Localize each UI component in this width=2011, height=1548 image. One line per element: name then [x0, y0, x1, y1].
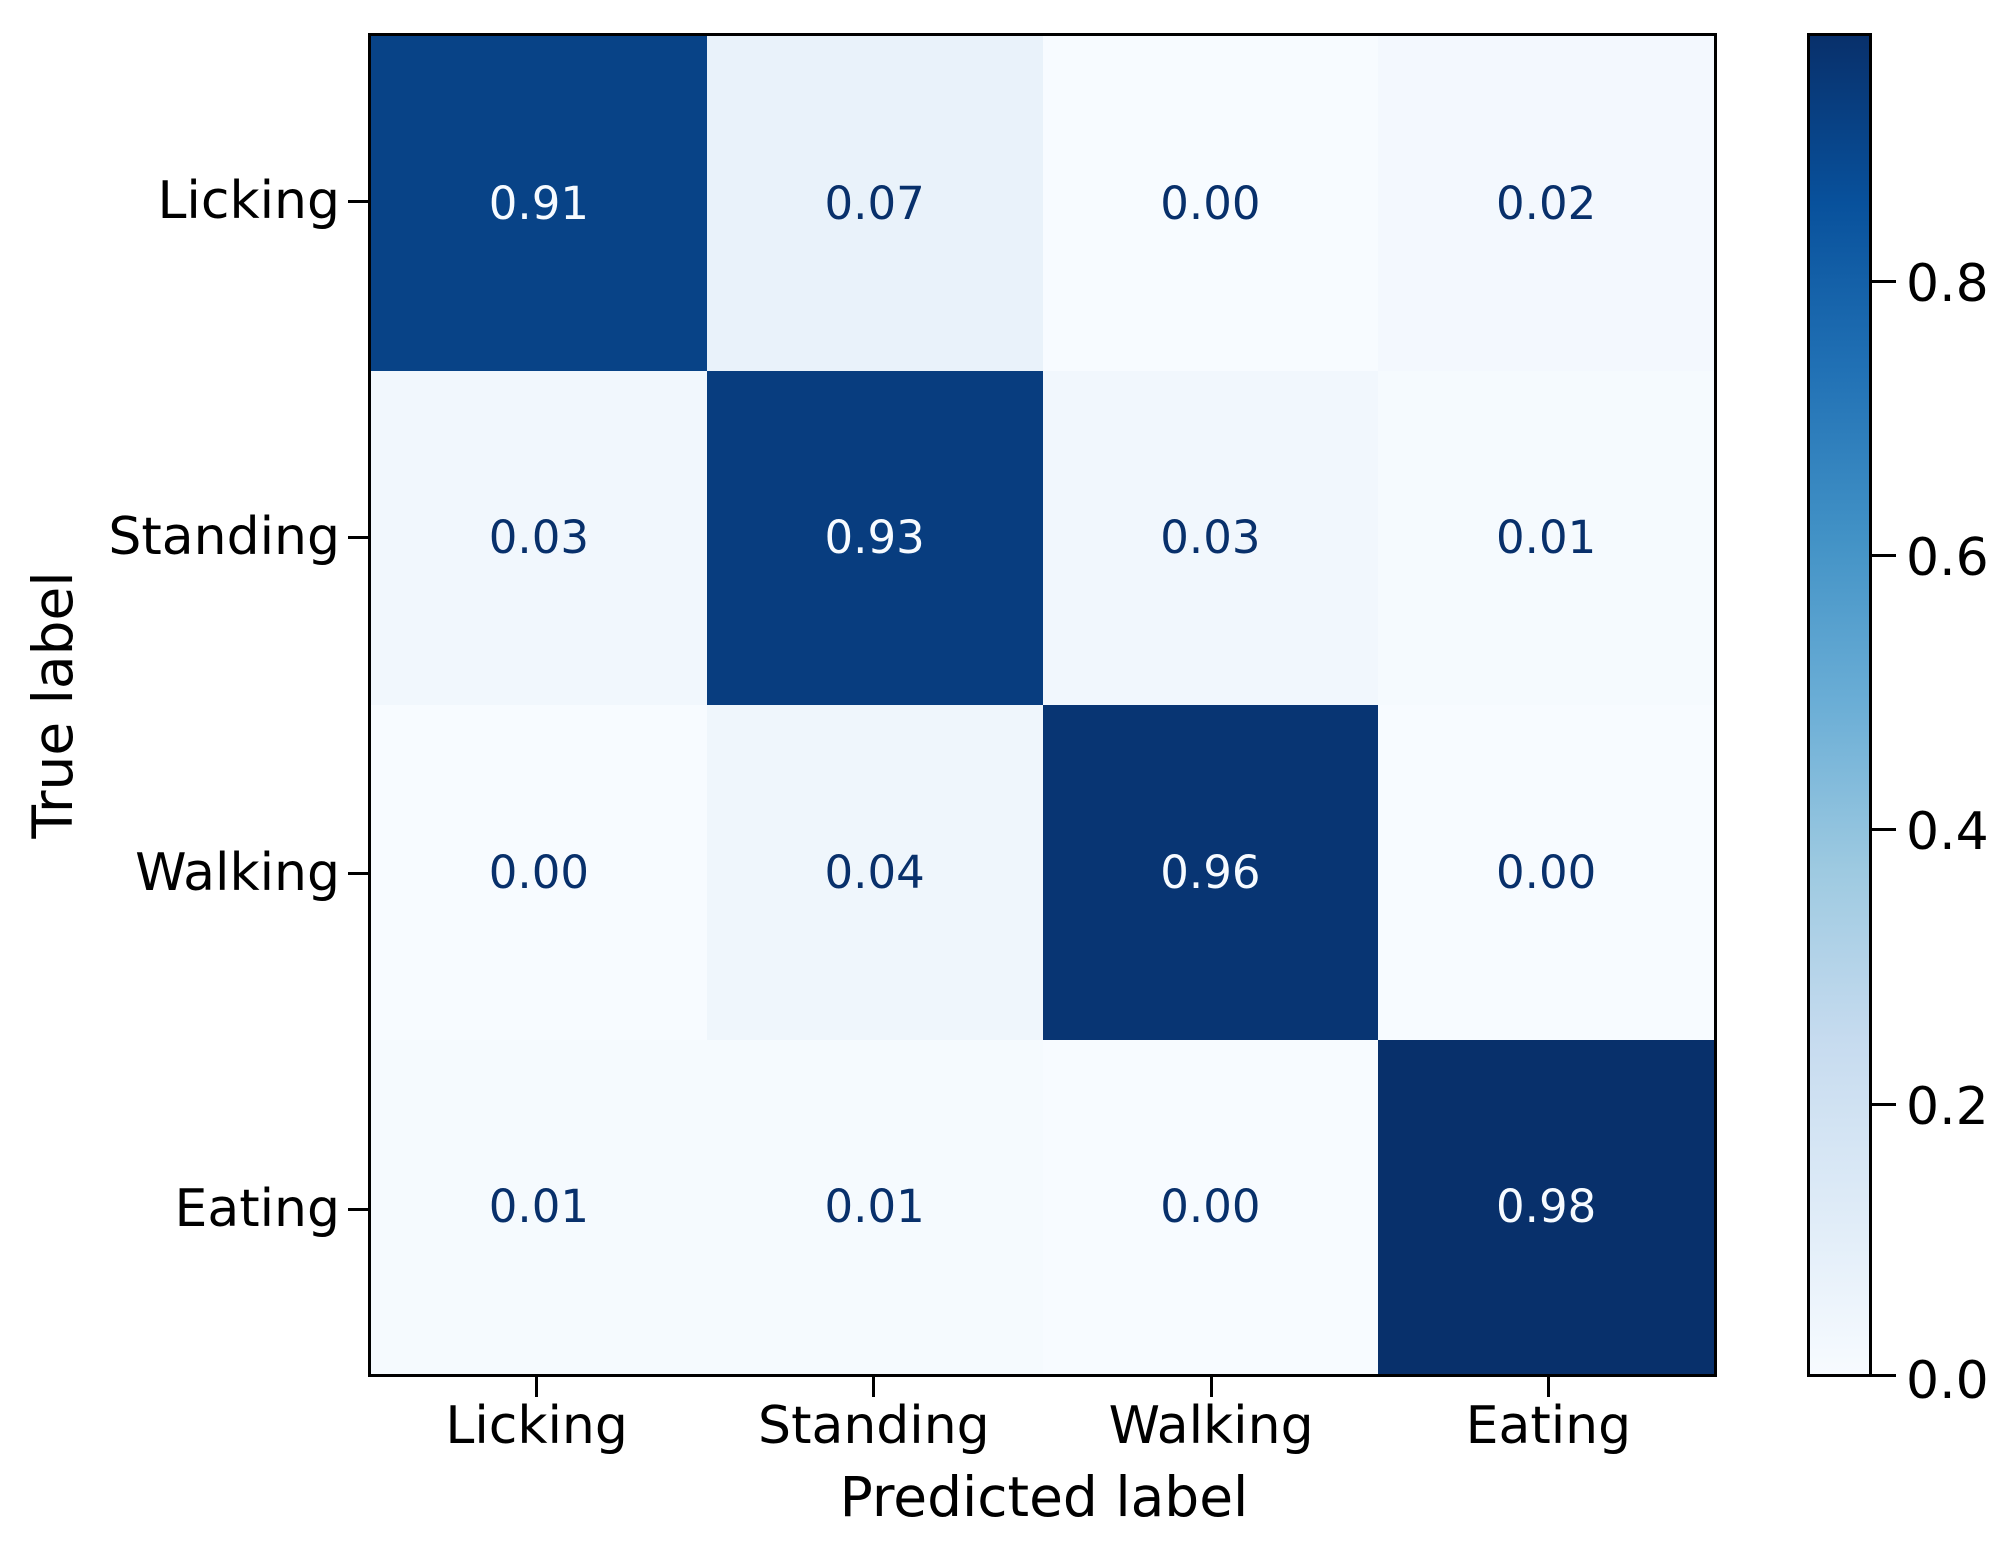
cell-value: 0.01 [1496, 511, 1597, 565]
cell-value: 0.03 [1160, 511, 1261, 565]
matrix-cell-walking-eating: 0.00 [1378, 705, 1714, 1040]
cell-value: 0.07 [824, 176, 925, 230]
colorbar-tick-label-0.8: 0.8 [1906, 253, 1989, 314]
y-tick-label-standing: Standing [108, 507, 340, 567]
matrix-cell-licking-eating: 0.02 [1378, 36, 1714, 371]
colorbar-tick-label-0.2: 0.2 [1906, 1076, 1989, 1137]
matrix-cell-eating-eating: 0.98 [1378, 1039, 1714, 1374]
y-axis-title: True label [21, 571, 85, 839]
y-tick-label-licking: Licking [157, 171, 340, 231]
matrix-cell-licking-walking: 0.00 [1042, 36, 1379, 371]
cell-value: 0.93 [824, 511, 925, 565]
x-tick-mark [1546, 1377, 1550, 1397]
y-tick-label-walking: Walking [135, 843, 340, 903]
x-tick-mark [872, 1377, 876, 1397]
cell-value: 0.96 [1160, 845, 1261, 899]
cell-value: 0.01 [488, 1180, 589, 1234]
x-axis-title: Predicted label [839, 1465, 1249, 1529]
cell-value: 0.02 [1496, 176, 1597, 230]
matrix-cell-walking-licking: 0.00 [371, 705, 707, 1040]
matrix-cell-eating-standing: 0.01 [706, 1039, 1043, 1374]
x-tick-mark [535, 1377, 539, 1397]
colorbar-tick-mark [1872, 828, 1896, 832]
y-tick-mark [348, 1207, 368, 1211]
matrix-cell-standing-walking: 0.03 [1042, 370, 1379, 705]
confusion-matrix-heatmap: 0.91 0.07 0.00 0.02 0.03 0.93 0.03 0.01 0.00 0.04… [368, 33, 1717, 1377]
matrix-cell-eating-licking: 0.01 [371, 1039, 707, 1374]
colorbar-tick-mark [1872, 1374, 1896, 1377]
cell-value: 0.00 [1160, 176, 1261, 230]
y-tick-label-eating: Eating [174, 1179, 340, 1239]
x-tick-label-walking: Walking [1108, 1396, 1314, 1456]
matrix-cell-standing-standing: 0.93 [706, 370, 1043, 705]
colorbar-tick-mark [1872, 554, 1896, 558]
colorbar-tick-mark [1872, 279, 1896, 283]
x-tick-label-standing: Standing [758, 1396, 990, 1456]
cell-value: 0.91 [488, 176, 589, 230]
y-tick-mark [348, 871, 368, 875]
colorbar-tick-mark [1872, 1102, 1896, 1106]
matrix-cell-licking-standing: 0.07 [706, 36, 1043, 371]
matrix-cell-licking-licking: 0.91 [371, 36, 707, 371]
matrix-cell-walking-standing: 0.04 [706, 705, 1043, 1040]
cell-value: 0.98 [1496, 1180, 1597, 1234]
y-tick-mark [348, 535, 368, 539]
matrix-cell-eating-walking: 0.00 [1042, 1039, 1379, 1374]
x-tick-mark [1209, 1377, 1213, 1397]
matrix-cell-walking-walking: 0.96 [1042, 705, 1379, 1040]
colorbar-tick-label-0.0: 0.0 [1906, 1351, 1989, 1411]
y-tick-mark [348, 199, 368, 203]
cell-value: 0.01 [824, 1180, 925, 1234]
x-tick-label-eating: Eating [1465, 1396, 1632, 1456]
cell-value: 0.00 [1160, 1180, 1261, 1234]
x-tick-label-licking: Licking [445, 1396, 628, 1456]
colorbar [1807, 33, 1872, 1377]
colorbar-tick-label-0.6: 0.6 [1906, 528, 1989, 589]
cell-value: 0.00 [1496, 845, 1597, 899]
matrix-cell-standing-licking: 0.03 [371, 370, 707, 705]
cell-value: 0.04 [824, 845, 925, 899]
cell-value: 0.03 [488, 511, 589, 565]
colorbar-tick-label-0.4: 0.4 [1906, 802, 1989, 863]
matrix-cell-standing-eating: 0.01 [1378, 370, 1714, 705]
cell-value: 0.00 [488, 845, 589, 899]
